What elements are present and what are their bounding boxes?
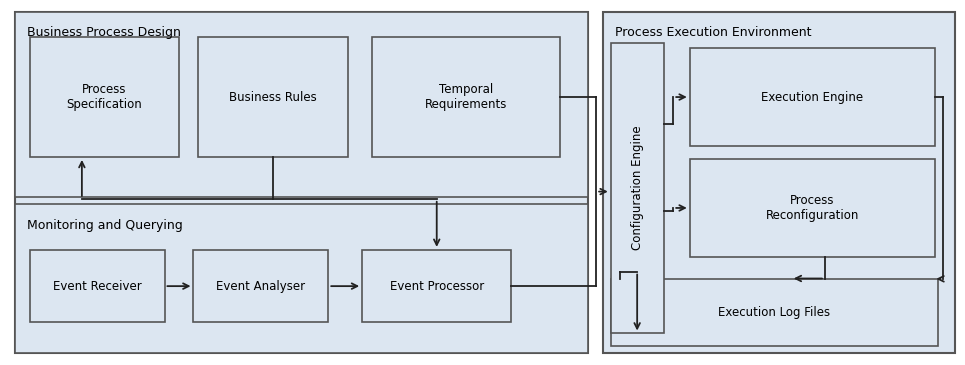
Bar (603, 12, 954, 353)
Text: Monitoring and Querying: Monitoring and Querying (27, 219, 182, 232)
Text: Process
Reconfiguration: Process Reconfiguration (766, 194, 859, 222)
Bar (362, 250, 511, 323)
Bar (198, 37, 347, 157)
Text: Process
Specification: Process Specification (67, 83, 142, 111)
Text: Business Process Design: Business Process Design (27, 26, 180, 39)
Bar (611, 279, 938, 346)
Bar (611, 42, 664, 333)
Bar (30, 37, 179, 157)
Bar (15, 12, 589, 353)
Text: Business Rules: Business Rules (229, 91, 317, 104)
Text: Event Processor: Event Processor (390, 280, 483, 293)
Bar (30, 250, 164, 323)
Bar (690, 48, 935, 146)
Bar (15, 12, 589, 197)
Bar (193, 250, 328, 323)
Bar (15, 204, 589, 353)
Text: Process Execution Environment: Process Execution Environment (615, 26, 811, 39)
Text: Event Analyser: Event Analyser (216, 280, 306, 293)
Text: Temporal
Requirements: Temporal Requirements (425, 83, 507, 111)
Text: Execution Engine: Execution Engine (761, 91, 864, 104)
Bar (690, 159, 935, 257)
Text: Execution Log Files: Execution Log Files (718, 306, 831, 319)
Bar (372, 37, 560, 157)
Text: Event Receiver: Event Receiver (53, 280, 142, 293)
Text: Configuration Engine: Configuration Engine (631, 126, 644, 250)
